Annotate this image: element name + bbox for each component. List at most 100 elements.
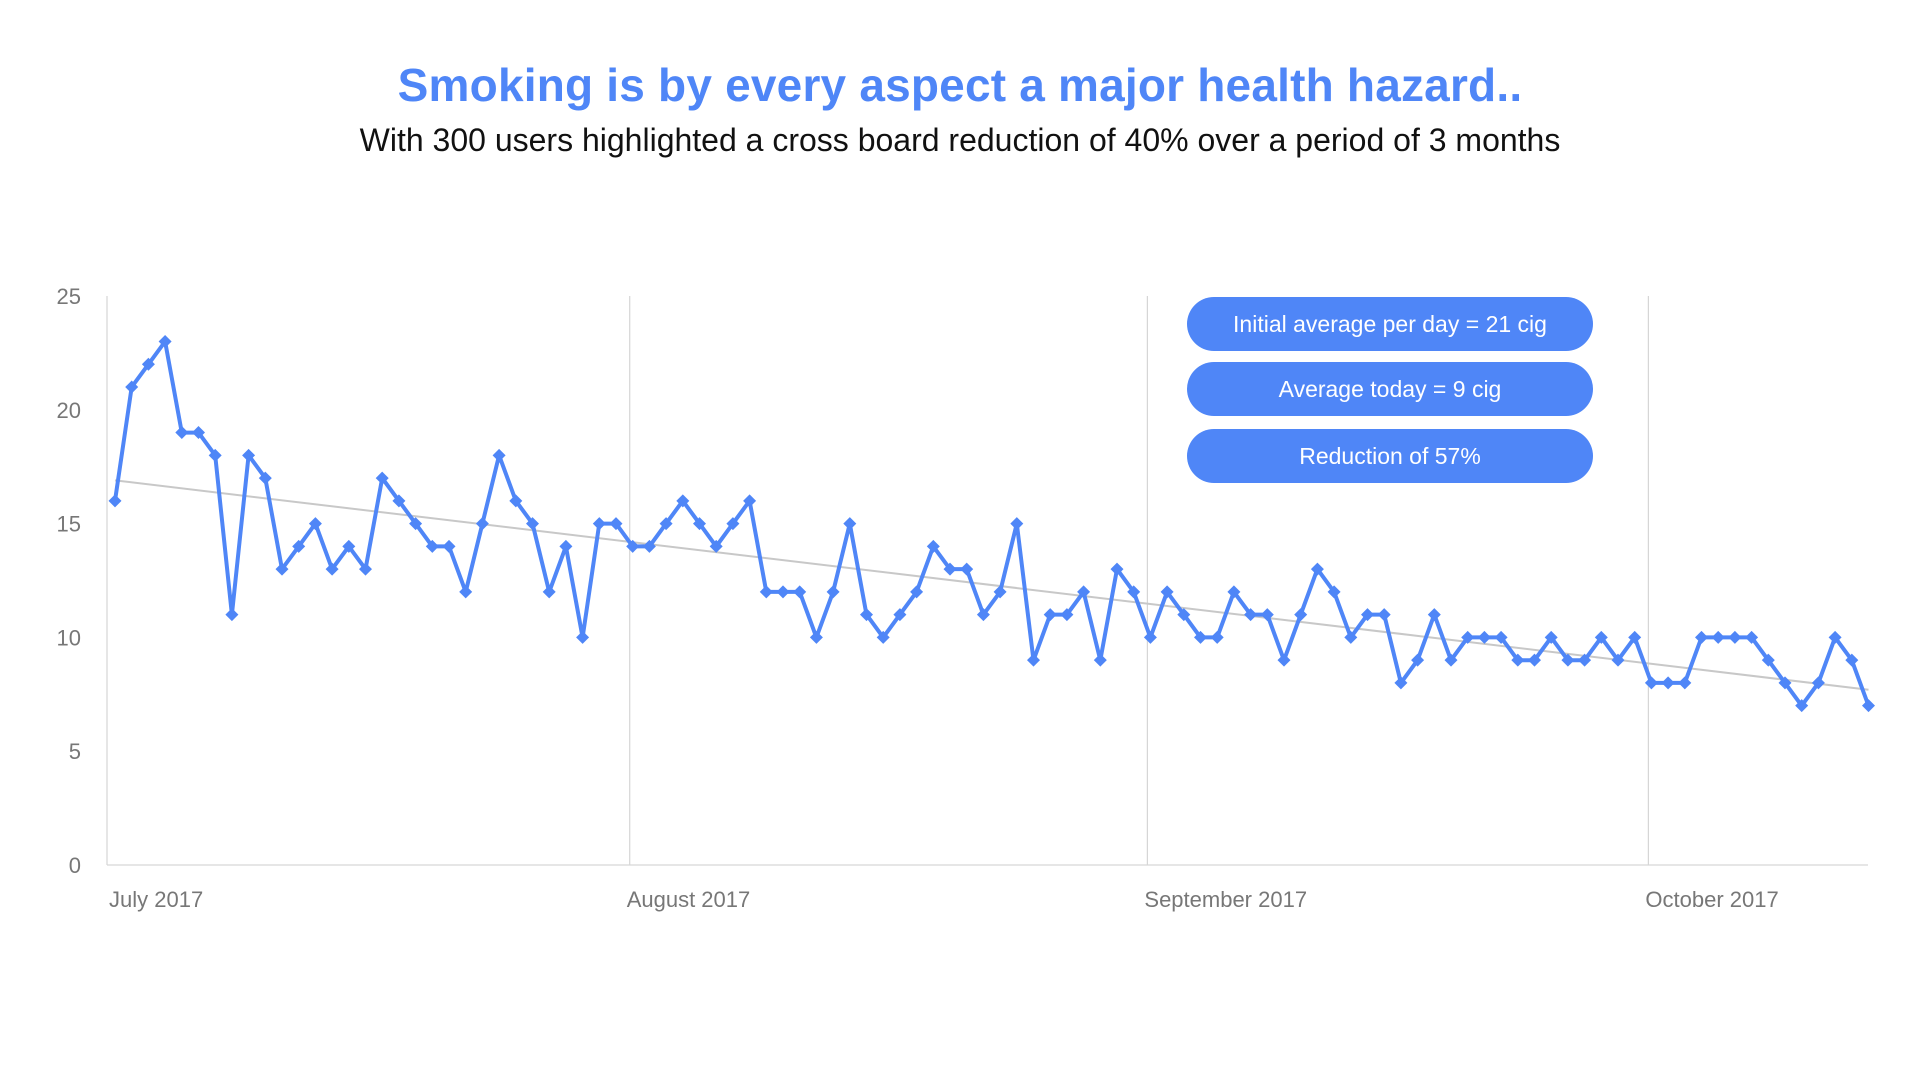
chart-title: Smoking is by every aspect a major healt… [397, 59, 1523, 111]
data-point [976, 608, 990, 622]
data-point [676, 494, 690, 508]
data-point [843, 517, 857, 531]
data-point [1461, 630, 1475, 644]
data-point [292, 539, 306, 553]
y-tick-label: 0 [69, 853, 81, 878]
data-point [1578, 653, 1592, 667]
x-tick-label: September 2017 [1144, 887, 1307, 912]
data-point [1845, 653, 1859, 667]
data-point [1411, 653, 1425, 667]
vertical-gridlines [629, 296, 1650, 865]
data-point [709, 539, 723, 553]
data-point [1711, 630, 1725, 644]
data-point [1494, 630, 1508, 644]
data-point [141, 357, 155, 371]
data-point [576, 630, 590, 644]
data-point [626, 539, 640, 553]
data-point [125, 380, 139, 394]
data-point [359, 562, 372, 576]
data-point [1828, 630, 1842, 644]
data-point [910, 585, 924, 599]
x-tick-label: July 2017 [109, 887, 203, 912]
data-point [1110, 562, 1124, 576]
data-point [642, 539, 656, 553]
data-point [1561, 653, 1575, 667]
data-point [175, 426, 189, 440]
data-point [308, 517, 322, 531]
data-point [1027, 653, 1040, 667]
data-point [375, 471, 389, 485]
data-point [342, 539, 356, 553]
data-point [1210, 630, 1224, 644]
data-point [1611, 653, 1625, 667]
data-point [1394, 676, 1408, 690]
data-point [826, 585, 840, 599]
data-point [1294, 608, 1308, 622]
data-point [1511, 653, 1525, 667]
data-point [1060, 608, 1074, 622]
data-point [492, 448, 506, 462]
y-tick-label: 20 [57, 398, 81, 423]
y-tick-labels: 0 5 10 15 20 25 [57, 284, 81, 878]
data-point [776, 585, 790, 599]
data-point [425, 539, 439, 553]
data-point [108, 494, 122, 508]
data-point [392, 494, 406, 508]
data-point [1277, 653, 1291, 667]
data-point [258, 471, 272, 485]
data-point [1361, 608, 1374, 622]
data-point [743, 494, 757, 508]
data-point [1327, 585, 1341, 599]
annotation-reduction: Reduction of 57% [1187, 429, 1593, 483]
data-point [1778, 676, 1792, 690]
data-point [809, 630, 823, 644]
data-point [1377, 608, 1391, 622]
data-point [475, 517, 489, 531]
data-point [1344, 630, 1358, 644]
data-point [876, 630, 890, 644]
data-point [1244, 608, 1258, 622]
data-point [208, 448, 222, 462]
data-point [1260, 608, 1274, 622]
data-point [926, 539, 940, 553]
data-point [158, 335, 172, 349]
data-point [1628, 630, 1642, 644]
data-point [860, 608, 873, 622]
data-point [1644, 676, 1658, 690]
data-point [192, 426, 205, 440]
data-point [1160, 585, 1174, 599]
data-point [1745, 630, 1759, 644]
data-point [559, 539, 573, 553]
data-point [1177, 608, 1191, 622]
y-tick-label: 5 [69, 739, 81, 764]
data-point [1862, 699, 1875, 713]
data-point [1093, 653, 1107, 667]
data-point [275, 562, 289, 576]
data-point [509, 494, 523, 508]
x-tick-label: October 2017 [1645, 887, 1778, 912]
data-point [1661, 676, 1675, 690]
data-point [1077, 585, 1091, 599]
series-smoking [108, 335, 1875, 713]
data-point [1010, 517, 1024, 531]
y-tick-label: 15 [57, 512, 81, 537]
data-point [1427, 608, 1441, 622]
data-point [793, 585, 807, 599]
y-tick-label: 10 [57, 625, 81, 650]
data-point [225, 608, 239, 622]
data-point [893, 608, 907, 622]
data-point [1477, 630, 1491, 644]
annotation-initial-average: Initial average per day = 21 cig [1187, 297, 1593, 351]
data-point [1043, 608, 1057, 622]
series-line [113, 339, 1871, 708]
data-point [1444, 653, 1458, 667]
data-point [592, 517, 606, 531]
data-point [542, 585, 556, 599]
data-point [1678, 676, 1692, 690]
data-point [325, 562, 339, 576]
data-point [609, 517, 623, 531]
data-point [759, 585, 773, 599]
axes [106, 296, 1868, 866]
data-point [242, 448, 256, 462]
data-point [659, 517, 673, 531]
